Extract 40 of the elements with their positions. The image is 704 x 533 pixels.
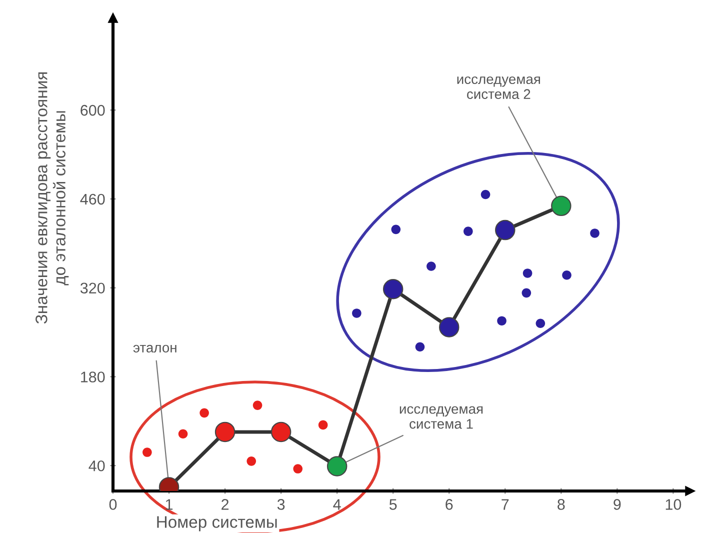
x-tick-label: 6 bbox=[446, 499, 453, 510]
point bbox=[522, 288, 532, 298]
x-tick-label: 7 bbox=[502, 499, 509, 510]
point bbox=[426, 262, 436, 271]
annotation: эталон bbox=[133, 344, 176, 352]
point bbox=[293, 464, 303, 474]
x-tick-label: 1 bbox=[166, 499, 173, 510]
point bbox=[415, 342, 425, 352]
point bbox=[480, 190, 490, 200]
x-tick-label: 2 bbox=[222, 499, 229, 510]
point bbox=[590, 228, 600, 238]
point bbox=[464, 226, 473, 236]
x-tick-label: 9 bbox=[614, 499, 621, 510]
point bbox=[318, 420, 328, 430]
y-tick-label: 40 bbox=[88, 460, 105, 472]
annotation: исследуемая система 1 bbox=[400, 406, 483, 429]
x-tick-label: 8 bbox=[558, 499, 565, 510]
annotation: исследуемая система 2 bbox=[457, 76, 540, 100]
y-tick-label: 320 bbox=[80, 282, 105, 294]
point bbox=[246, 456, 256, 466]
point bbox=[497, 316, 506, 326]
point bbox=[142, 448, 152, 457]
point bbox=[200, 408, 209, 418]
x-tick-label: 10 bbox=[666, 499, 682, 510]
point bbox=[252, 400, 262, 410]
point bbox=[562, 270, 572, 280]
y-tick-label: 180 bbox=[81, 372, 105, 382]
point bbox=[536, 318, 546, 328]
x-tick-label: 3 bbox=[277, 499, 285, 510]
point bbox=[522, 268, 532, 278]
x-tick-label: 5 bbox=[389, 499, 397, 510]
point bbox=[352, 308, 362, 318]
y-axis-title: Значения евклидова расстояния до эталонной системы bbox=[36, 72, 69, 324]
point bbox=[391, 224, 401, 234]
y-tick-label: 460 bbox=[80, 194, 105, 205]
x-axis-title: Номер системы bbox=[157, 516, 277, 532]
y-tick-label: 600 bbox=[80, 104, 105, 116]
x-tick-label: 0 bbox=[109, 499, 117, 510]
x-tick-label: 4 bbox=[333, 499, 341, 510]
point bbox=[178, 429, 188, 439]
